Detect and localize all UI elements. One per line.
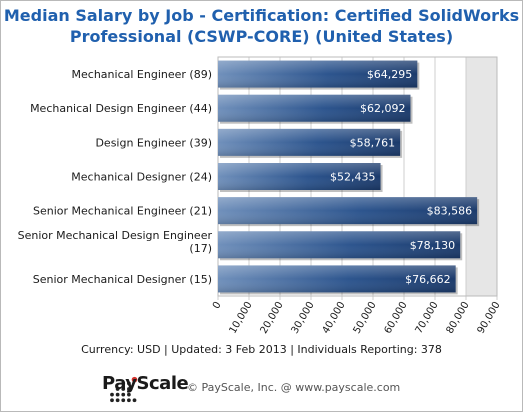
bar-highlight — [218, 94, 411, 122]
footer-info: Currency: USD | Updated: 3 Feb 2013 | In… — [81, 343, 442, 356]
bar-highlight — [218, 231, 461, 259]
bar-value-label: $52,435 — [330, 171, 376, 184]
x-tick-label: 20,000 — [259, 300, 286, 336]
bar-value-label: $64,295 — [367, 68, 413, 81]
x-tick-label: 50,000 — [352, 300, 379, 336]
category-label: (17) — [189, 242, 212, 255]
bar-highlight — [218, 163, 381, 190]
bar-value-label: $62,092 — [360, 102, 406, 115]
chart-title-line1: Median Salary by Job - Certification: Ce… — [3, 6, 520, 25]
x-tick-label: 40,000 — [321, 300, 348, 336]
shaded-band — [466, 57, 497, 296]
x-tick-label: 80,000 — [445, 300, 472, 336]
bar-highlight — [218, 60, 418, 88]
bar-value-label: $76,662 — [405, 273, 451, 286]
x-tick-label: 70,000 — [414, 300, 441, 336]
category-label: Senior Mechanical Designer (15) — [33, 273, 212, 286]
x-tick-label: 90,000 — [476, 300, 503, 336]
chart-title-line2: Professional (CSWP-CORE) (United States) — [69, 27, 454, 46]
x-tick-label: 60,000 — [383, 300, 410, 336]
chart-title: Median Salary by Job - Certification: Ce… — [0, 5, 523, 47]
x-tick-label: 30,000 — [290, 300, 317, 336]
bar-value-label: $78,130 — [410, 239, 456, 252]
copyright-notice: © PayScale, Inc. @ www.payscale.com — [187, 381, 401, 394]
bar-highlight — [218, 265, 456, 293]
payscale-logo-icon — [110, 376, 138, 403]
payscale-logo-text: PayScale — [102, 373, 189, 394]
x-tick-label: 0 — [211, 300, 224, 311]
x-tick-label: 10,000 — [228, 300, 255, 336]
category-label: Mechanical Designer (24) — [71, 171, 212, 184]
plot-area: 0 10,000 20,000 30,000 40,000 50,000 60,000 70,… — [18, 56, 503, 336]
category-label: Design Engineer (39) — [95, 136, 212, 149]
category-label: Mechanical Design Engineer (44) — [30, 102, 212, 115]
category-label: Senior Mechanical Design Engineer — [18, 229, 213, 242]
bar-highlight — [218, 128, 401, 156]
category-label: Senior Mechanical Engineer (21) — [33, 205, 212, 218]
bar-value-label: $58,761 — [350, 136, 396, 149]
bar-value-label: $83,586 — [427, 205, 473, 218]
category-label: Mechanical Engineer (89) — [72, 68, 212, 81]
bar-highlight — [218, 197, 478, 225]
